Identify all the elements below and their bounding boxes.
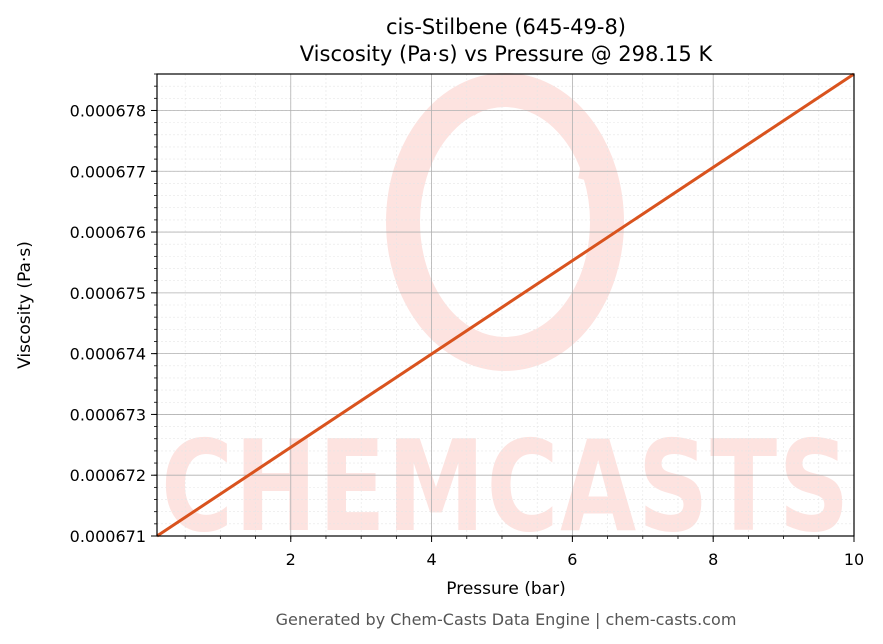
x-tick-labels: 2 4 6 8 10 <box>286 550 865 569</box>
x-tick-label: 10 <box>844 550 864 569</box>
y-tick-label: 0.000676 <box>70 223 146 242</box>
x-tick-label: 4 <box>426 550 436 569</box>
x-tick-label: 8 <box>708 550 718 569</box>
chart-title: cis-Stilbene (645-49-8) <box>386 15 626 39</box>
y-tick-label: 0.000677 <box>70 162 146 181</box>
chart-subtitle: Viscosity (Pa·s) vs Pressure @ 298.15 K <box>300 42 714 66</box>
watermark-text: CHEMCASTS <box>161 413 851 560</box>
series-line <box>156 72 855 538</box>
y-tick-label: 0.000672 <box>70 466 146 485</box>
y-tick-label: 0.000671 <box>70 527 146 546</box>
y-tick-label: 0.000674 <box>70 345 146 364</box>
y-tick-label: 0.000675 <box>70 284 146 303</box>
x-axis-label: Pressure (bar) <box>446 579 565 599</box>
x-tick-label: 6 <box>567 550 577 569</box>
y-tick-label: 0.000678 <box>70 101 146 120</box>
footer-credit: Generated by Chem-Casts Data Engine | ch… <box>276 610 737 629</box>
series-layer <box>156 72 855 538</box>
x-tick-label: 2 <box>286 550 296 569</box>
y-tick-labels: 0.000671 0.000672 0.000673 0.000674 0.000675… <box>70 101 146 546</box>
y-tick-label: 0.000673 <box>70 405 146 424</box>
ticks <box>151 73 855 542</box>
y-axis-label: Viscosity (Pa·s) <box>15 241 35 369</box>
